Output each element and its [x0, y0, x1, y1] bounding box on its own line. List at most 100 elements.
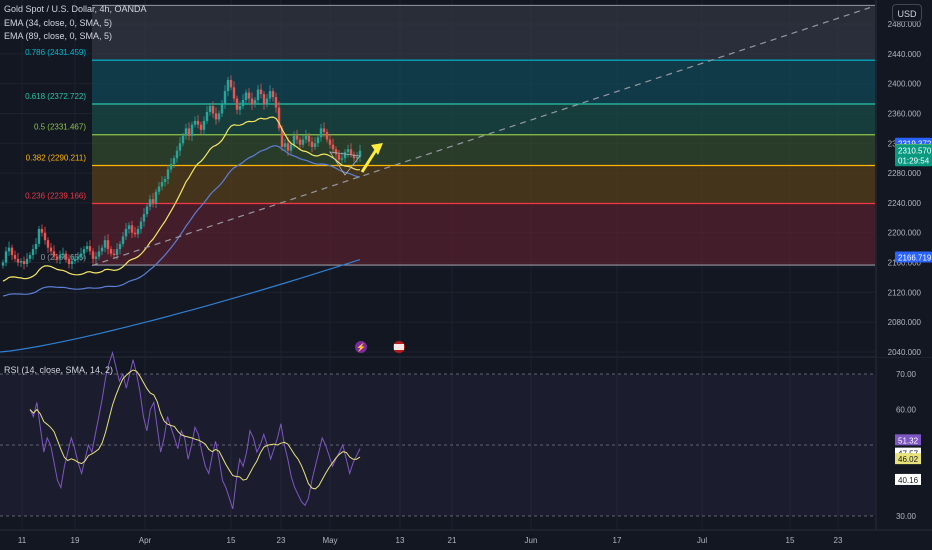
candle-body [55, 256, 59, 259]
candle-body [247, 92, 251, 99]
candle-body [205, 111, 209, 121]
price-tick-label: 2120.000 [888, 288, 922, 297]
candle-body [64, 253, 68, 259]
candle-body [61, 253, 65, 256]
ema34-legend: EMA (34, close, 0, SMA, 5) [4, 18, 113, 28]
rsi-band [0, 374, 875, 516]
candle-body [253, 100, 257, 105]
candle-body [142, 214, 146, 222]
rsi-tick-label: 60.00 [896, 406, 917, 415]
price-tick-label: 2280.000 [888, 169, 922, 178]
candle-body [319, 128, 323, 138]
candle-body [244, 92, 248, 101]
candle-body [13, 255, 17, 259]
candle-body [67, 258, 71, 265]
candle-body [340, 158, 344, 160]
candle-body [214, 113, 218, 120]
candle-body [259, 89, 263, 95]
candle-body [46, 240, 50, 248]
fib-zone [92, 60, 875, 104]
time-tick-label: Apr [139, 536, 152, 545]
price-tick-label: 2480.000 [888, 20, 922, 29]
ema89-legend: EMA (89, close, 0, SMA, 5) [4, 31, 113, 41]
candle-body [322, 128, 326, 133]
candle-body [121, 236, 125, 244]
arrow-shaft [360, 149, 378, 173]
time-tick-label: Jun [525, 536, 538, 545]
candle-body [1, 262, 5, 266]
price-axis [876, 0, 932, 357]
candle-body [109, 249, 113, 254]
candle-body [355, 156, 359, 159]
candle-body [196, 120, 200, 125]
candle-body [115, 249, 119, 256]
currency-button[interactable]: USD [892, 4, 922, 22]
candle-body [139, 221, 143, 229]
candle-body [283, 143, 287, 147]
candle-body [316, 137, 320, 144]
rsi-tag [895, 453, 921, 465]
candle-body [31, 249, 35, 256]
candle-body [241, 100, 245, 106]
candle-body [337, 154, 341, 160]
candle-body [184, 128, 188, 136]
candle-body [148, 199, 152, 207]
candle-body [91, 251, 95, 259]
lightning-icon: ⚡ [356, 342, 366, 352]
candle-body [127, 225, 131, 229]
fib-zone [92, 203, 875, 266]
symbol-legend: Gold Spot / U.S. Dollar, 4h, OANDA [4, 4, 147, 14]
candle-body [166, 169, 170, 180]
candle-body [103, 240, 107, 248]
candle-body [172, 158, 176, 165]
rsi-tag-label: 40.16 [898, 476, 919, 485]
candle-body [181, 135, 185, 144]
candle-body [130, 225, 134, 233]
candle-body [349, 149, 353, 155]
candle-body [175, 150, 179, 159]
fib-level-label: 0.382 (2290.211) [26, 153, 87, 162]
candle-body [358, 150, 362, 157]
candle-body [34, 243, 38, 250]
candle-body [343, 152, 347, 159]
candle-body [202, 120, 206, 130]
candle-body [10, 247, 14, 256]
candle-body [145, 206, 149, 215]
candle-body [334, 149, 338, 155]
rsi-tag-label: 51.32 [898, 436, 919, 445]
candle-body [4, 251, 8, 263]
candle-body [199, 124, 203, 130]
rsi-tag [895, 473, 921, 485]
candle-body [304, 135, 308, 140]
candle-body [94, 256, 98, 259]
rsi-tag [895, 434, 921, 446]
candle-body [208, 106, 212, 112]
candle-body [97, 251, 101, 257]
candle-body [16, 258, 20, 263]
time-tick-label: 23 [834, 536, 843, 545]
candle-body [28, 255, 32, 259]
candle-body [277, 107, 281, 129]
rsi-tag-label: 46.02 [898, 455, 919, 464]
fib-zone [92, 165, 875, 204]
fib-level-label: 0.618 (2372.722) [25, 92, 86, 101]
candle-body [25, 258, 29, 265]
fib-level-label: 0.236 (2239.166) [25, 192, 86, 201]
candle-body [313, 143, 317, 147]
candle-body [238, 106, 242, 110]
candle-body [40, 229, 44, 233]
candle-body [235, 98, 239, 110]
candle-body [289, 144, 293, 151]
countdown-label: 01:29:54 [898, 156, 930, 165]
candle-body [262, 94, 266, 105]
candle-body [229, 79, 233, 88]
candle-body [100, 247, 104, 252]
candle-body [286, 143, 290, 151]
price-tag [895, 251, 932, 263]
candle-body [85, 246, 89, 250]
price-tick-label: 2400.000 [888, 80, 922, 89]
candle-body [265, 98, 269, 105]
time-tick-label: Jul [697, 536, 707, 545]
candle-body [232, 87, 236, 99]
